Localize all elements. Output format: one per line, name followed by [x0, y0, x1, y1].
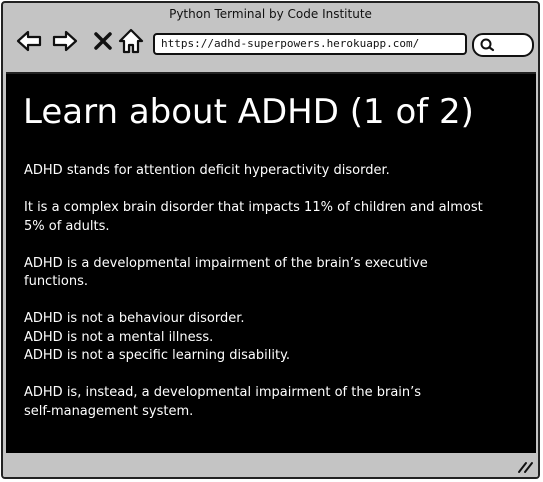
page-title: Learn about ADHD (1 of 2): [23, 92, 474, 132]
search-icon: [480, 38, 495, 52]
address-bar[interactable]: https://adhd-superpowers.herokuapp.com/: [153, 33, 467, 55]
text-line: ADHD is, instead, a developmental impair…: [24, 385, 422, 400]
text-line: ADHD is not a mental illness.: [24, 329, 214, 345]
text-line: ADHD is a developmental impairment of th…: [24, 255, 428, 271]
info-text: ADHD stands for attention deficit hypera…: [24, 162, 524, 440]
stop-button[interactable]: [89, 27, 117, 55]
terminal-content: Learn about ADHD (1 of 2) ADHD stands fo…: [6, 72, 536, 456]
resize-handle[interactable]: [516, 458, 534, 474]
arrow-left-icon: [16, 30, 42, 52]
back-button[interactable]: [15, 27, 43, 55]
text-line: functions.: [24, 274, 89, 289]
text-line: It is a complex brain disorder that impa…: [24, 200, 483, 215]
paragraph: ADHD stands for attention deficit hypera…: [24, 162, 524, 181]
forward-button[interactable]: [51, 27, 79, 55]
home-icon: [118, 28, 144, 54]
status-bar: [3, 453, 538, 477]
text-line: self-management system.: [24, 403, 194, 419]
arrow-right-icon: [52, 30, 78, 52]
home-button[interactable]: [117, 27, 145, 55]
text-line: ADHD is not a specific learning disabili…: [24, 348, 291, 363]
text-line: 5% of adults.: [24, 218, 110, 234]
resize-grip-icon: [518, 462, 533, 473]
paragraph: ADHD is a developmental impairment of th…: [24, 255, 524, 292]
window-title: Python Terminal by Code Institute: [169, 7, 372, 21]
browser-toolbar: https://adhd-superpowers.herokuapp.com/: [3, 23, 538, 71]
text-line: ADHD stands for attention deficit hypera…: [24, 163, 390, 178]
paragraph: It is a complex brain disorder that impa…: [24, 199, 524, 236]
paragraph: ADHD is not a behaviour disorder. ADHD i…: [24, 310, 524, 366]
search-button[interactable]: [472, 33, 534, 57]
close-icon: [94, 32, 112, 50]
paragraph: ADHD is, instead, a developmental impair…: [24, 384, 524, 421]
text-line: ADHD is not a behaviour disorder.: [24, 311, 245, 326]
